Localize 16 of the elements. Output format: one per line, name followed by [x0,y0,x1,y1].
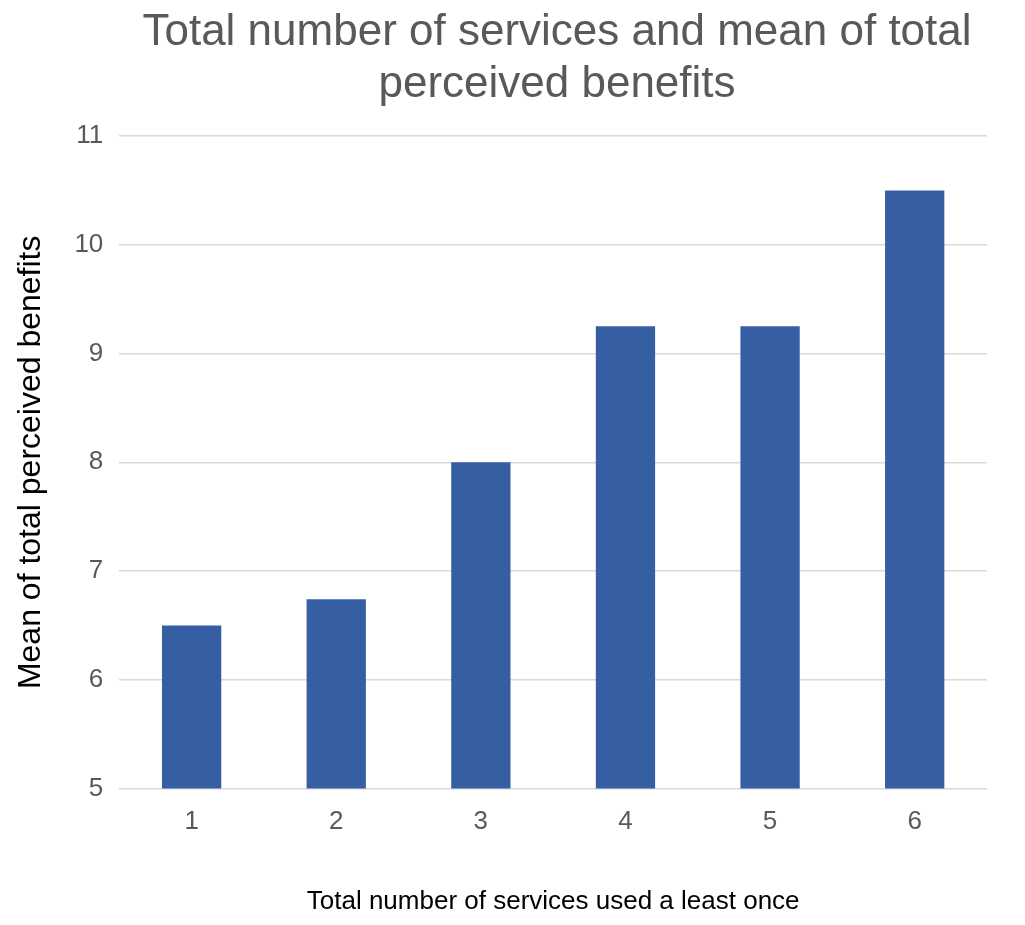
y-tick-label: 10 [74,227,104,258]
x-tick-label: 6 [907,805,922,836]
chart-title: Total number of services and mean of total perceived benefits [141,4,973,108]
y-tick-label: 5 [88,771,104,802]
y-tick-label: 11 [76,119,104,150]
y-tick-label: 8 [88,445,104,476]
x-tick-label: 3 [473,805,489,836]
x-tick-label: 2 [329,805,344,836]
x-axis-title: Total number of services used a least once [306,884,800,915]
y-tick-label: 6 [88,663,104,694]
x-tick-label: 4 [618,805,633,836]
y-axis-title: Mean of total perceived benefits [11,235,48,690]
x-tick-label: 1 [184,805,199,836]
y-tick-label: 7 [88,554,104,585]
x-tick-label: 5 [762,805,778,836]
y-tick-label: 9 [88,336,104,367]
